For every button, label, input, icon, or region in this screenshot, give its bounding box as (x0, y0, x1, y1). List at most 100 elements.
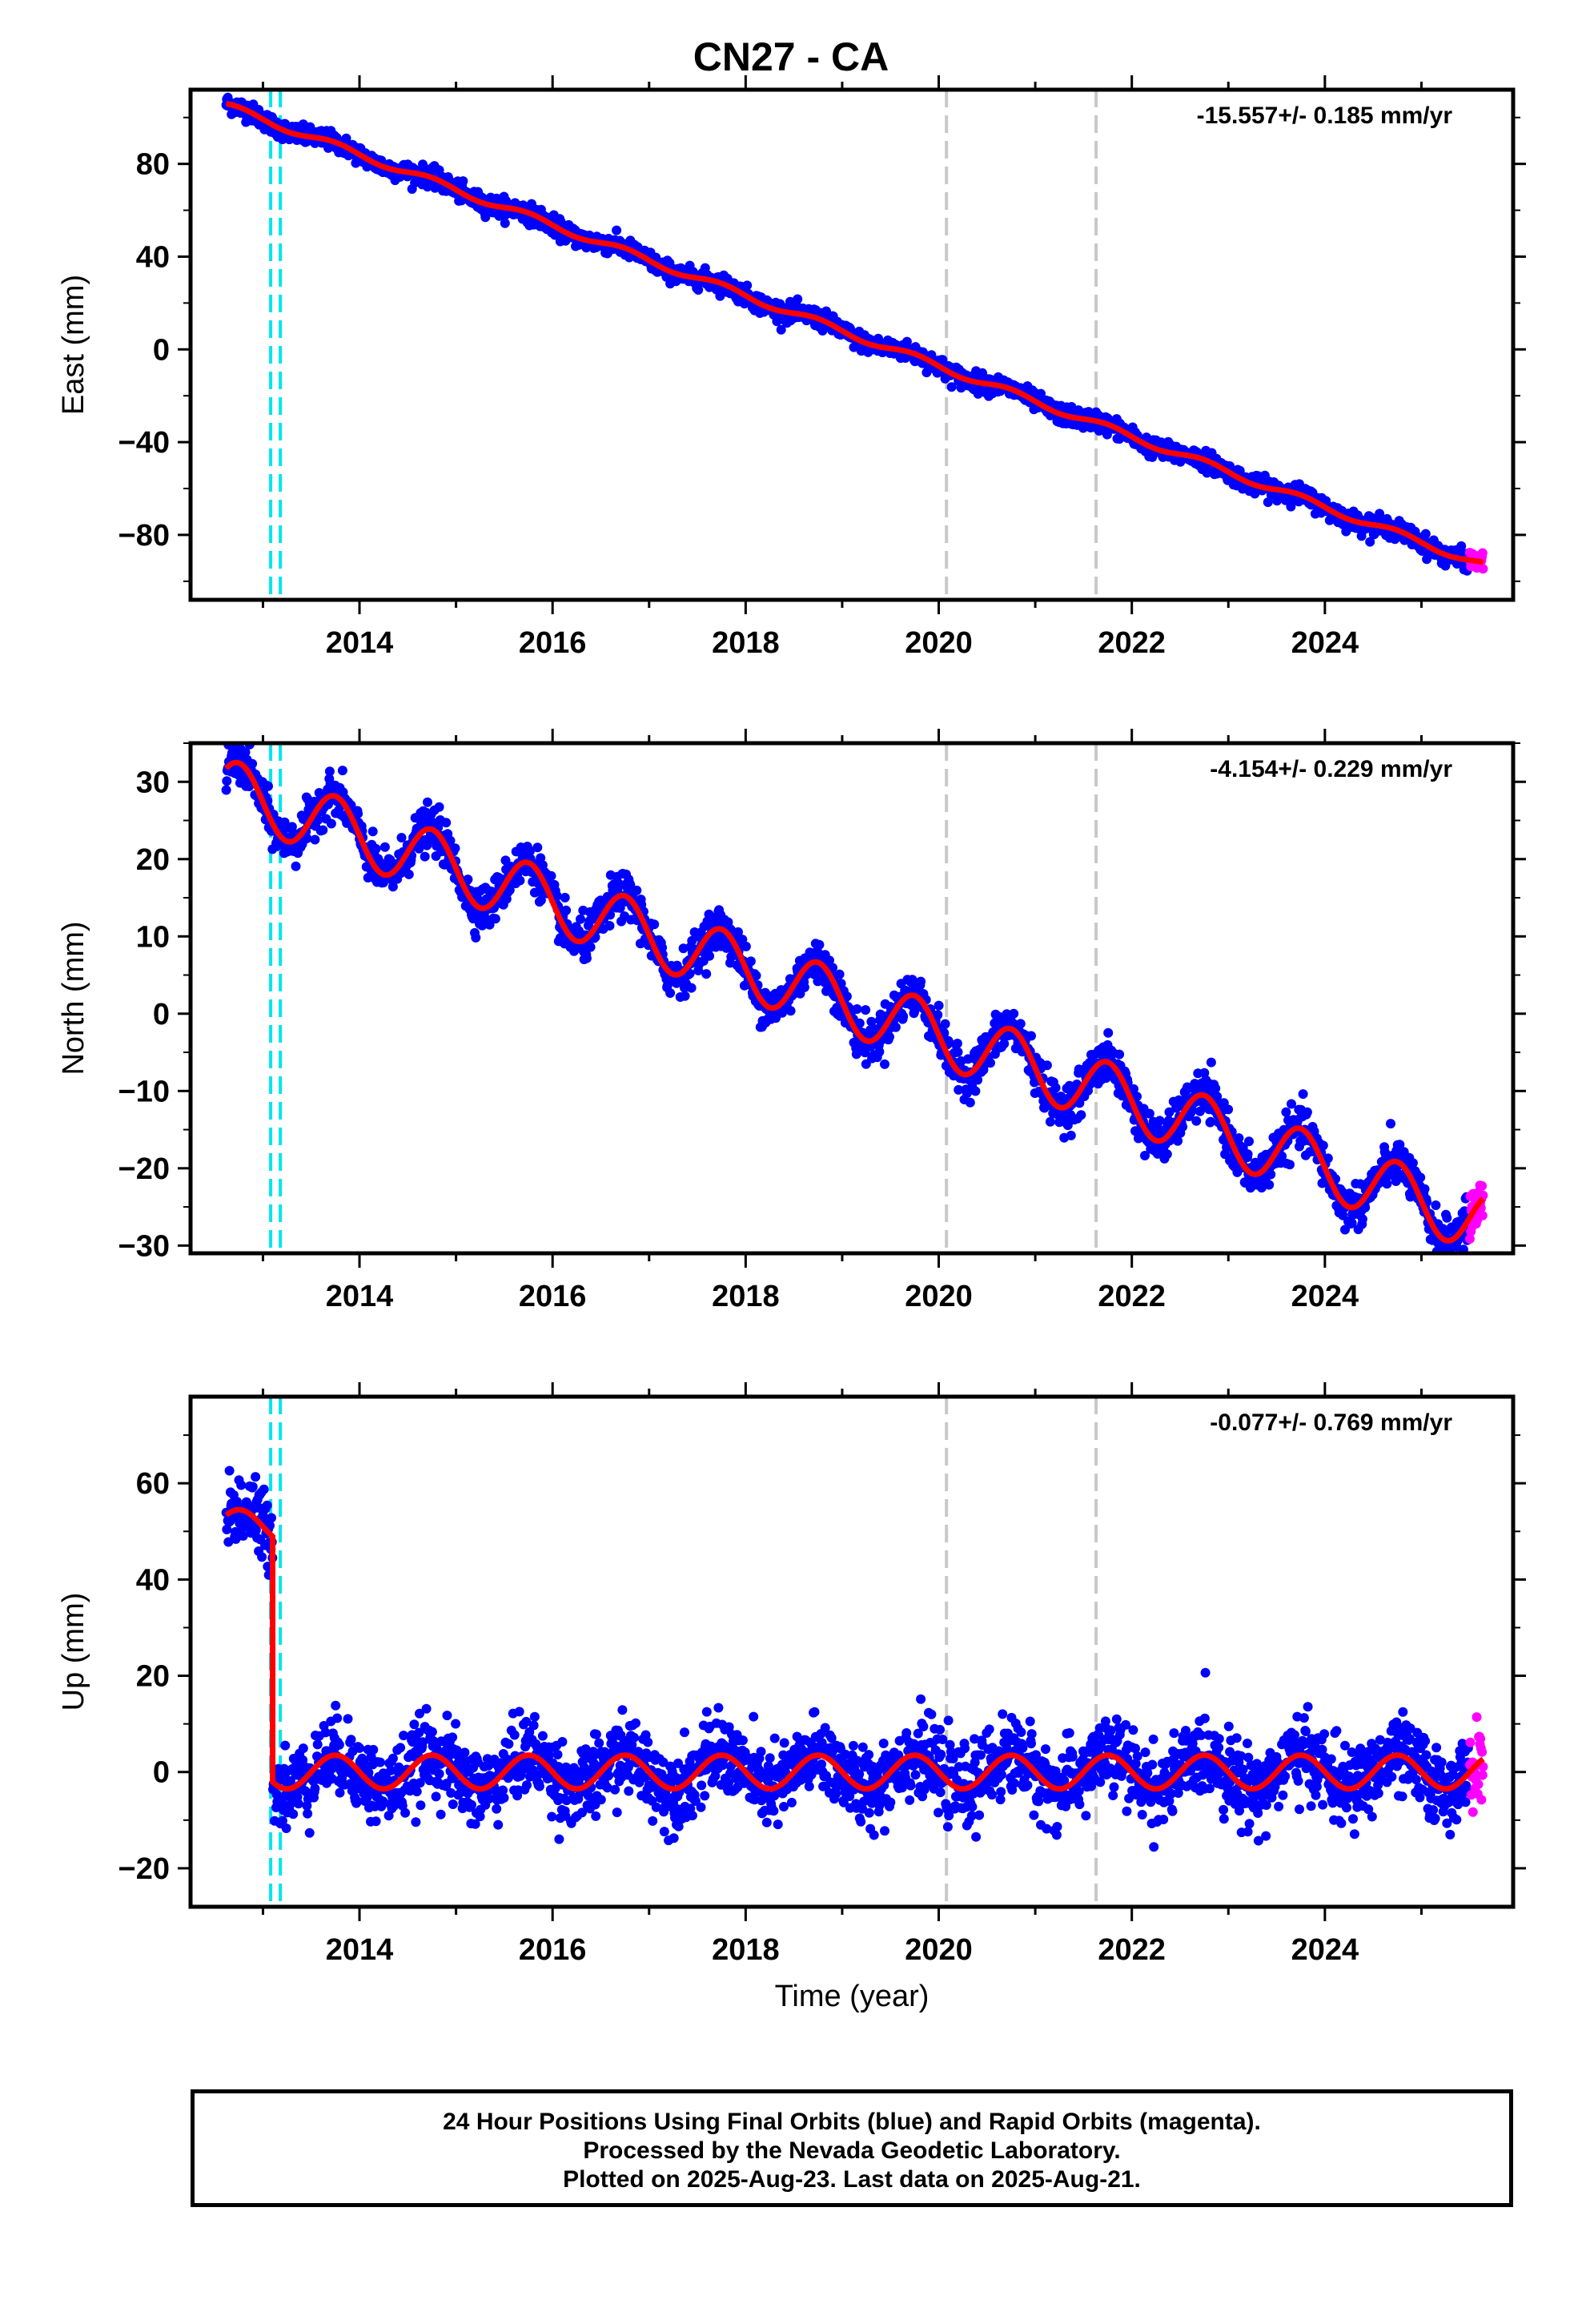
final-orbit-point (1045, 1116, 1055, 1127)
final-orbit-point (970, 1086, 981, 1096)
final-orbit-point (504, 885, 515, 895)
final-orbit-point (1026, 1031, 1036, 1041)
final-orbit-point (793, 294, 803, 304)
final-orbit-point (291, 861, 301, 871)
reference-lines (269, 1397, 1098, 1907)
final-orbit-point (1365, 537, 1375, 547)
final-orbit-point (404, 869, 414, 879)
final-orbit-point (907, 975, 917, 985)
final-orbit-point (665, 988, 676, 998)
final-orbit-point (1407, 1158, 1418, 1168)
chart-title: CN27 - CA (693, 34, 889, 79)
y-tick-label: 0 (153, 998, 170, 1031)
final-orbit-point (1263, 497, 1273, 508)
final-orbit-point (1382, 1179, 1392, 1189)
final-orbit-point (828, 963, 837, 973)
x-tick-label: 2020 (905, 1280, 973, 1313)
final-orbit-point (337, 766, 347, 776)
final-orbit-point (1042, 1060, 1052, 1071)
x-tick-label: 2018 (712, 1280, 780, 1313)
final-orbit-point (1211, 1084, 1221, 1094)
y-tick-label: −20 (118, 1152, 170, 1186)
final-orbit-point (890, 1022, 901, 1032)
final-orbit-point (1256, 1183, 1267, 1193)
final-orbit-point (916, 976, 926, 987)
final-orbit-point (326, 818, 336, 829)
final-orbit-point (946, 382, 957, 392)
final-orbit-point (1298, 1089, 1308, 1100)
final-orbit-point (680, 991, 690, 1001)
rapid-orbit-point (1464, 1234, 1475, 1244)
final-orbit-point (1129, 1084, 1138, 1094)
final-orbit-point (341, 133, 351, 143)
final-orbit-point (733, 927, 743, 937)
final-orbit-point (1302, 1107, 1312, 1117)
final-orbit-point (585, 942, 596, 952)
final-orbit-point (1395, 1140, 1405, 1150)
final-orbit-point (799, 982, 809, 992)
final-orbit-point (1458, 1244, 1468, 1253)
final-orbit-point (861, 1005, 871, 1015)
final-orbit-point (1264, 1180, 1275, 1190)
final-orbit-point (561, 905, 572, 915)
final-orbit-point (1285, 1160, 1295, 1170)
final-orbit-point (1281, 1107, 1291, 1117)
final-orbit-point (737, 935, 748, 945)
y-tick-label: −10 (118, 1075, 170, 1108)
final-orbit-point (874, 1047, 885, 1057)
final-orbit-point (263, 781, 273, 791)
final-orbit-point (536, 895, 546, 906)
plot-frame (188, 87, 1516, 602)
data-points (221, 1466, 1488, 1852)
final-orbit-point (1162, 1149, 1172, 1160)
final-orbit-point (841, 991, 852, 1002)
final-orbit-point (776, 324, 786, 335)
rapid-orbit-point (1478, 564, 1488, 574)
final-orbit-point (1015, 1019, 1026, 1029)
final-orbit-point (751, 971, 761, 981)
final-orbit-point (1212, 1092, 1223, 1102)
final-orbit-point (954, 1084, 964, 1095)
final-orbit-point (1144, 1108, 1154, 1119)
final-orbit-point (367, 826, 378, 837)
final-orbit-point (247, 1482, 258, 1492)
model-fit-line (226, 100, 1484, 565)
final-orbit-point (247, 758, 258, 769)
final-orbit-point (885, 1031, 894, 1042)
final-orbit-point (693, 285, 704, 295)
final-orbit-point (560, 892, 570, 903)
rapid-orbit-point (1477, 548, 1488, 558)
final-orbit-point (1244, 1136, 1254, 1147)
final-orbit-point (1318, 1140, 1328, 1151)
final-orbit-point (1178, 1122, 1188, 1132)
x-tick-label: 2014 (326, 1280, 394, 1313)
final-orbit-point (973, 1075, 983, 1085)
final-orbit-point (952, 1039, 962, 1048)
final-orbit-point (861, 1059, 871, 1069)
final-orbit-point (1154, 1116, 1165, 1126)
final-orbit-point (745, 956, 756, 967)
final-orbit-point (490, 914, 500, 924)
final-orbit-point (458, 176, 468, 187)
final-orbit-point (310, 834, 320, 845)
final-orbit-point (222, 776, 232, 786)
final-orbit-point (1347, 1218, 1357, 1228)
final-orbit-point (422, 840, 432, 850)
final-orbit-point (240, 747, 251, 758)
x-tick-label: 2016 (519, 1280, 587, 1313)
final-orbit-point (741, 941, 751, 951)
final-orbit-point (1357, 1214, 1367, 1224)
final-orbit-point (1243, 1149, 1253, 1160)
model-fit-line (224, 759, 1486, 1244)
rapid-orbit-point (1477, 1210, 1488, 1220)
final-orbit-point (866, 1016, 877, 1027)
final-orbit-point (576, 914, 585, 924)
final-orbit-point (396, 833, 407, 842)
final-orbit-point (613, 879, 624, 889)
y-tick-label: 10 (136, 920, 170, 954)
final-orbit-point (420, 851, 430, 862)
final-orbit-point (1066, 1130, 1076, 1140)
final-orbit-point (953, 1047, 963, 1057)
